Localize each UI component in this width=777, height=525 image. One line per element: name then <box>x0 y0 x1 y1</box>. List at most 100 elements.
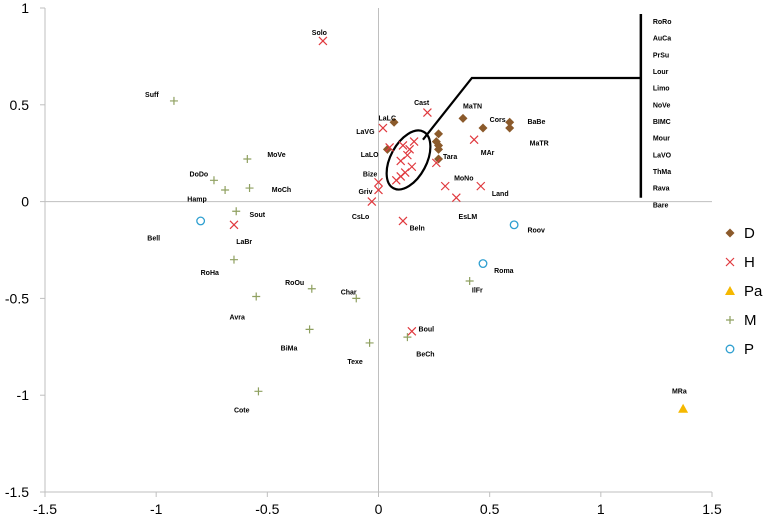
point-h <box>470 136 478 144</box>
bracket-label: RoRo <box>653 19 672 26</box>
x-tick-label: 1.5 <box>702 501 722 517</box>
point-m <box>170 97 178 105</box>
point-m <box>232 207 240 215</box>
point-label: EsLM <box>459 214 478 221</box>
point-h <box>319 37 327 45</box>
legend-marker-p <box>726 345 734 353</box>
x-tick-label: -1 <box>150 501 163 517</box>
point-m <box>254 387 262 395</box>
point-label: MoCh <box>272 187 291 194</box>
point-label: BiMa <box>281 346 298 353</box>
bracket-label: Bare <box>653 202 669 209</box>
point-label: MAr <box>481 150 495 157</box>
point-label: MoVe <box>267 152 285 159</box>
y-tick-label: 1 <box>21 0 29 16</box>
bracket-label: Mour <box>653 136 670 143</box>
point-h <box>379 124 387 132</box>
point-label: Avra <box>230 315 245 322</box>
x-tick-label: -1.5 <box>33 501 57 517</box>
y-tick-label: -0.5 <box>5 290 29 306</box>
y-tick-label: 0.5 <box>10 97 30 113</box>
point-label: RoOu <box>285 280 304 287</box>
bracket-label: ThMa <box>653 169 671 176</box>
point-label: Char <box>341 290 357 297</box>
point-label: Tara <box>443 154 457 161</box>
point-h <box>392 176 400 184</box>
bracket-label: Lour <box>653 69 669 76</box>
legend-marker-h <box>726 258 734 266</box>
point-m <box>306 325 314 333</box>
bracket-label: PrSu <box>653 52 669 59</box>
x-tick-label: 0 <box>375 501 383 517</box>
point-label: CsLo <box>352 214 370 221</box>
cluster-connector <box>423 78 641 140</box>
point-label: RoHa <box>201 270 219 277</box>
point-m <box>230 256 238 264</box>
y-tick-label: 0 <box>21 194 29 210</box>
point-d <box>505 124 514 133</box>
point-h <box>423 109 431 117</box>
point-label: Hamp <box>187 197 206 204</box>
point-label: LaLO <box>361 152 379 159</box>
legend-label-m: M <box>744 312 757 329</box>
point-label: BeCh <box>416 351 434 358</box>
point-d <box>434 129 443 138</box>
point-label: Griv <box>358 189 372 196</box>
legend-label-pa: Pa <box>744 283 763 300</box>
legend-marker-d <box>726 229 735 238</box>
point-label: MaTN <box>463 104 482 111</box>
point-label: MoNo <box>454 175 473 182</box>
x-tick-label: 1 <box>597 501 605 517</box>
x-tick-label: -0.5 <box>255 501 279 517</box>
bracket-label: Rava <box>653 186 670 193</box>
x-tick-label: 0.5 <box>480 501 500 517</box>
bracket-label: BIMC <box>653 119 671 126</box>
point-label: Roma <box>494 268 514 275</box>
point-pa <box>678 404 688 413</box>
point-p <box>479 260 487 268</box>
point-m <box>246 184 254 192</box>
legend-marker-pa <box>725 286 735 295</box>
point-label: Sout <box>250 212 266 219</box>
point-h <box>397 157 405 165</box>
point-h <box>408 327 416 335</box>
point-d <box>478 124 487 133</box>
point-m <box>403 333 411 341</box>
bracket-label: AuCa <box>653 36 671 43</box>
point-h <box>452 194 460 202</box>
point-label: LaVG <box>356 129 375 136</box>
point-m <box>252 292 260 300</box>
y-tick-label: -1.5 <box>5 484 29 500</box>
legend: DH Pa MP <box>725 225 763 358</box>
point-label: Cors <box>490 117 506 124</box>
point-label: Land <box>492 191 509 198</box>
bracket-label: LaVO <box>653 152 672 159</box>
point-m <box>308 285 316 293</box>
annotation-group: RoRoAuCaPrSuLourLimoNoVeBIMCMourLaVOThMa… <box>378 14 672 209</box>
bracket-label: Limo <box>653 86 670 93</box>
point-h <box>230 221 238 229</box>
point-h <box>477 182 485 190</box>
point-label: LaBr <box>236 239 252 246</box>
point-m <box>466 277 474 285</box>
point-label: Cote <box>234 408 250 415</box>
point-label: Texe <box>347 359 363 366</box>
point-label: MRa <box>672 388 687 395</box>
point-h <box>441 182 449 190</box>
point-label: Bize <box>363 171 378 178</box>
legend-label-p: P <box>744 341 754 358</box>
point-label: IlFr <box>472 288 483 295</box>
point-label: BaBe <box>527 119 545 126</box>
point-m <box>210 176 218 184</box>
legend-marker-m <box>726 316 734 324</box>
point-label: MaTR <box>530 140 549 147</box>
point-label: Beln <box>410 226 425 233</box>
point-label: Roov <box>527 228 545 235</box>
legend-label-h: H <box>744 254 755 271</box>
point-p <box>197 217 205 225</box>
point-h <box>408 163 416 171</box>
point-label: Suff <box>145 92 159 99</box>
point-label: Solo <box>312 30 327 37</box>
point-p <box>510 221 518 229</box>
